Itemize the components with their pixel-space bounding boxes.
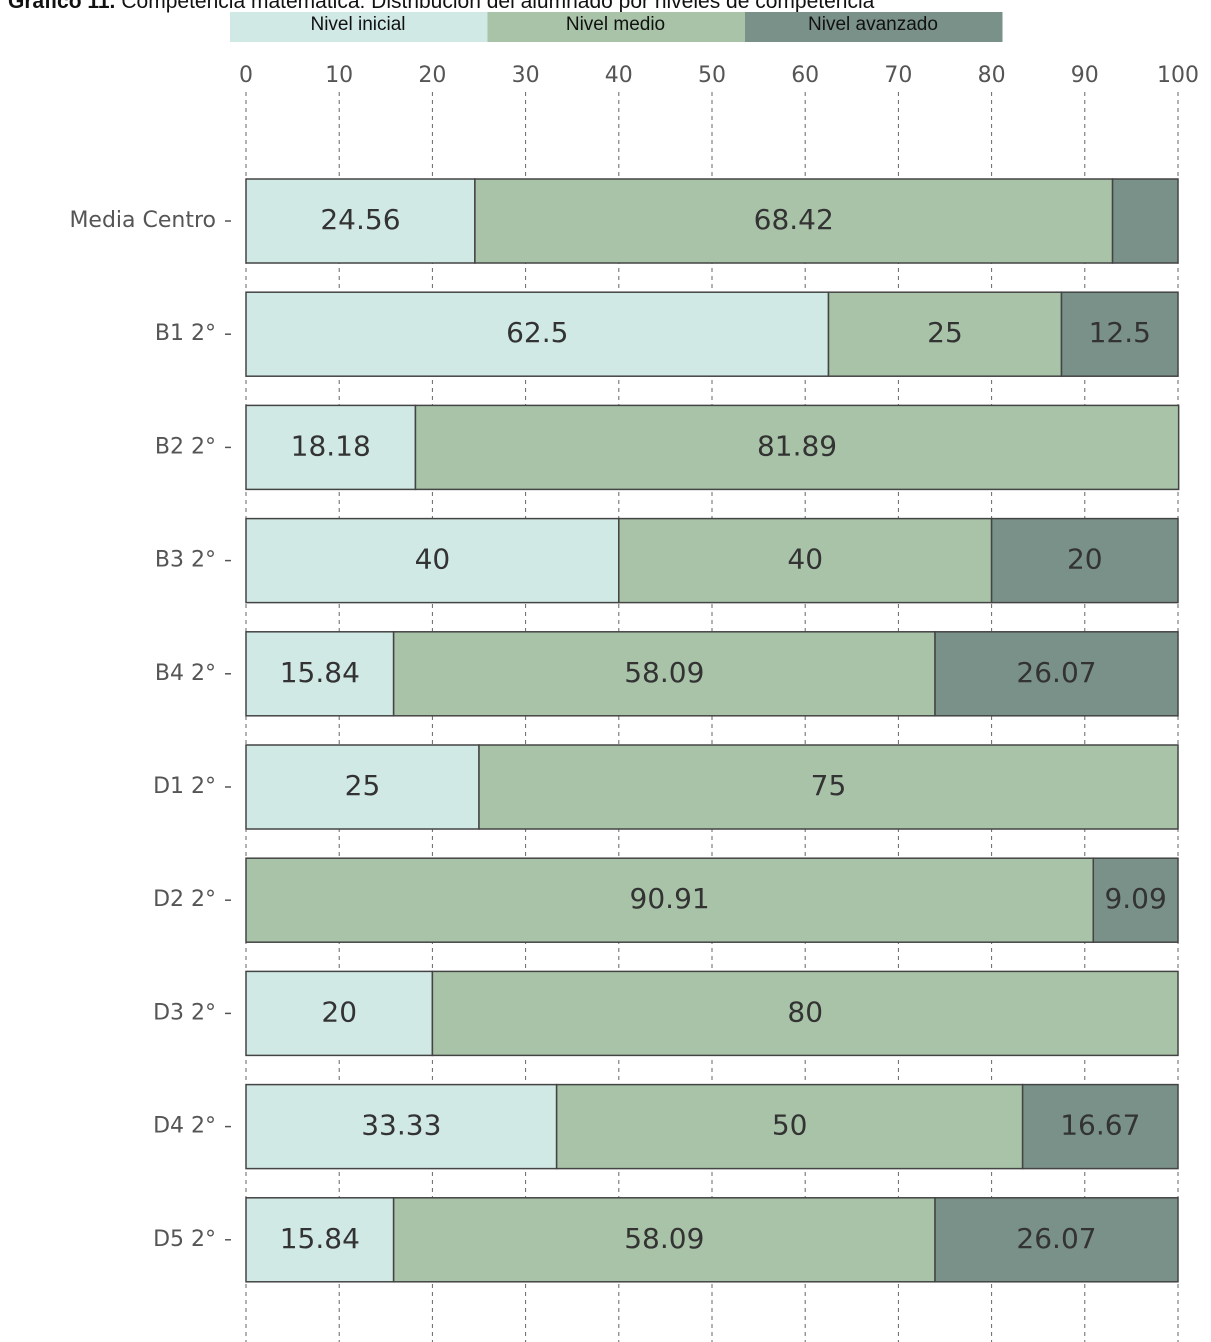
legend-label: Nivel avanzado bbox=[808, 14, 938, 35]
bar-segment bbox=[431, 970, 1179, 1057]
bar-segment bbox=[245, 1197, 395, 1283]
data-label: 90.91 bbox=[630, 882, 710, 915]
x-tick-label: 0 bbox=[239, 63, 253, 88]
y-tick-label: B3 2° bbox=[155, 548, 216, 573]
data-label: 68.42 bbox=[754, 203, 834, 236]
data-label: 24.56 bbox=[320, 203, 400, 236]
bar-segment bbox=[245, 857, 1095, 943]
bar-segment bbox=[1111, 178, 1179, 264]
x-tick-label: 100 bbox=[1157, 63, 1199, 88]
data-label: 12.5 bbox=[1089, 316, 1151, 349]
data-label: 50 bbox=[772, 1109, 808, 1142]
y-tick-label: B1 2° bbox=[155, 321, 216, 346]
x-tick-label: 70 bbox=[884, 63, 912, 88]
y-tick-label: D4 2° bbox=[153, 1114, 216, 1139]
data-label: 15.84 bbox=[280, 656, 360, 689]
x-tick-label: 30 bbox=[512, 63, 540, 88]
bar-segment bbox=[245, 970, 434, 1057]
bar-segment bbox=[478, 744, 1179, 830]
data-label: 16.67 bbox=[1060, 1109, 1140, 1142]
data-label: 26.07 bbox=[1016, 1222, 1096, 1255]
y-tick-label: B4 2° bbox=[155, 661, 216, 686]
data-label: 62.5 bbox=[506, 316, 568, 349]
data-label: 58.09 bbox=[624, 656, 704, 689]
data-label: 9.09 bbox=[1104, 882, 1166, 915]
x-tick-label: 90 bbox=[1071, 63, 1099, 88]
y-tick-label: D2 2° bbox=[153, 887, 216, 912]
x-tick-label: 40 bbox=[605, 63, 633, 88]
legend-swatch bbox=[230, 12, 488, 42]
bar-segment bbox=[827, 291, 1063, 377]
legend-label: Nivel medio bbox=[566, 14, 665, 35]
data-label: 25 bbox=[927, 316, 963, 349]
data-label: 58.09 bbox=[624, 1222, 704, 1255]
data-label: 20 bbox=[321, 995, 357, 1028]
legend-label: Nivel inicial bbox=[310, 14, 405, 35]
data-label: 25 bbox=[345, 769, 381, 802]
x-tick-label: 10 bbox=[325, 63, 353, 88]
chart-title: Gráfico 11. Competencia matemática: Distr… bbox=[8, 0, 875, 13]
data-label: 26.07 bbox=[1016, 656, 1096, 689]
y-tick-label: B2 2° bbox=[155, 434, 216, 459]
bar-segment bbox=[934, 1197, 1179, 1283]
x-tick-label: 80 bbox=[978, 63, 1006, 88]
bar-segment bbox=[1021, 1083, 1179, 1170]
y-tick-label: D5 2° bbox=[153, 1227, 216, 1252]
data-label: 81.89 bbox=[757, 429, 837, 462]
bar-segment bbox=[245, 1083, 558, 1170]
bar-segment bbox=[245, 404, 417, 491]
y-tick-label: Media Centro bbox=[69, 208, 216, 233]
legend-swatch bbox=[745, 12, 1003, 42]
legend-swatch bbox=[487, 12, 745, 42]
bar-segment bbox=[392, 631, 936, 717]
bar-segment bbox=[1092, 857, 1179, 943]
data-label: 18.18 bbox=[291, 429, 371, 462]
bar-segment bbox=[245, 631, 395, 717]
data-label: 75 bbox=[811, 769, 847, 802]
bar-segment bbox=[245, 291, 830, 377]
title-text: Competencia matemática: Distribución del… bbox=[121, 0, 874, 13]
x-tick-label: 60 bbox=[791, 63, 819, 88]
data-label: 80 bbox=[787, 995, 823, 1028]
bar-segment bbox=[414, 404, 1180, 491]
data-label: 20 bbox=[1067, 543, 1103, 576]
y-tick-label: D1 2° bbox=[153, 774, 216, 799]
x-tick-label: 20 bbox=[418, 63, 446, 88]
data-label: 33.33 bbox=[361, 1109, 441, 1142]
bar-segment bbox=[934, 631, 1179, 717]
bar-segment bbox=[245, 517, 620, 604]
bar-segment bbox=[1060, 291, 1179, 377]
bar-segment bbox=[618, 517, 993, 604]
bar-segment bbox=[245, 744, 480, 830]
data-label: 15.84 bbox=[280, 1222, 360, 1255]
data-label: 40 bbox=[415, 543, 451, 576]
data-label: 40 bbox=[787, 543, 823, 576]
x-tick-label: 50 bbox=[698, 63, 726, 88]
bar-segment bbox=[392, 1197, 936, 1283]
bar-segment bbox=[990, 517, 1179, 604]
y-tick-label: D3 2° bbox=[153, 1000, 216, 1025]
title-prefix: Gráfico 11. bbox=[8, 0, 115, 13]
